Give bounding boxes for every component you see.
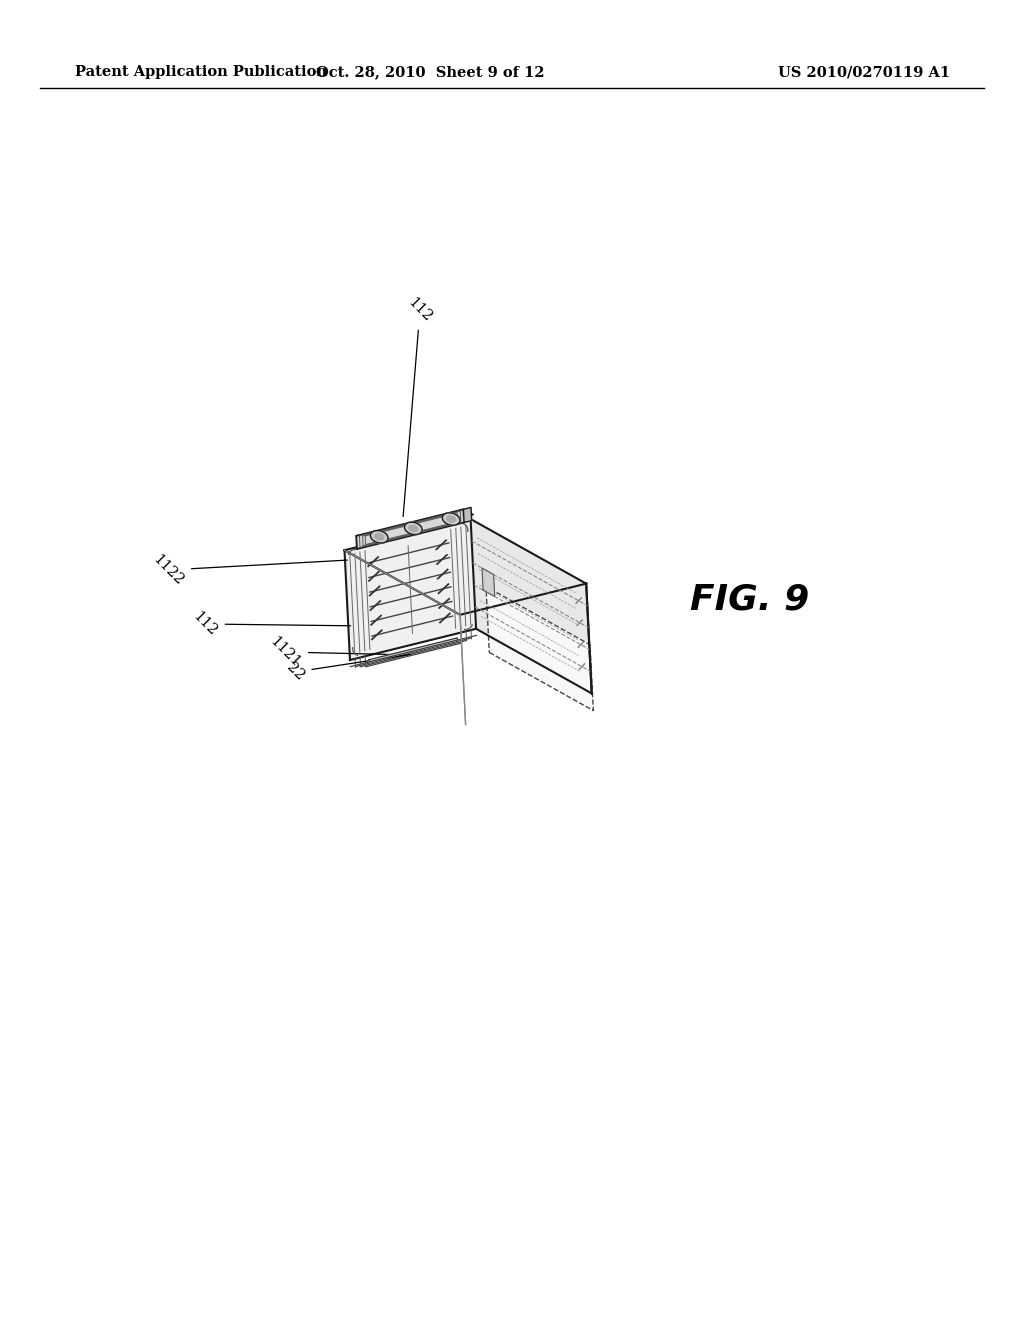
- Ellipse shape: [404, 523, 422, 535]
- Polygon shape: [471, 519, 592, 693]
- Ellipse shape: [446, 516, 456, 523]
- Ellipse shape: [409, 525, 418, 532]
- Text: 112: 112: [403, 296, 434, 516]
- Polygon shape: [486, 586, 593, 710]
- Ellipse shape: [375, 533, 384, 540]
- Polygon shape: [344, 519, 476, 660]
- Polygon shape: [344, 519, 586, 615]
- Polygon shape: [369, 638, 458, 661]
- Polygon shape: [482, 568, 495, 597]
- Text: Oct. 28, 2010  Sheet 9 of 12: Oct. 28, 2010 Sheet 9 of 12: [315, 65, 545, 79]
- Text: FIG. 9: FIG. 9: [690, 583, 810, 616]
- Text: 112: 112: [190, 610, 350, 639]
- Text: 22: 22: [284, 655, 411, 684]
- Polygon shape: [356, 510, 464, 549]
- Text: 1121: 1121: [267, 634, 391, 669]
- Text: US 2010/0270119 A1: US 2010/0270119 A1: [778, 65, 950, 79]
- Ellipse shape: [371, 531, 388, 543]
- Text: 1122: 1122: [151, 552, 347, 587]
- Polygon shape: [464, 507, 472, 523]
- Text: Patent Application Publication: Patent Application Publication: [75, 65, 327, 79]
- Ellipse shape: [442, 512, 460, 525]
